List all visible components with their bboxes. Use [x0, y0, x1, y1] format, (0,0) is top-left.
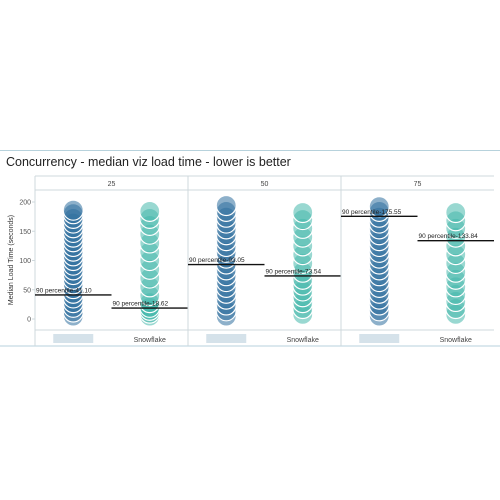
- data-point: [139, 200, 161, 222]
- panel-header: 50: [261, 181, 269, 188]
- data-point: [445, 201, 467, 224]
- category-label-placeholder: [359, 334, 400, 343]
- top-rule: [0, 150, 500, 151]
- percentile-label: 90 percentile-133.84: [419, 233, 479, 240]
- category-label-placeholder: [206, 334, 247, 343]
- percentile-label: 90 percentile-18.62: [113, 301, 169, 308]
- percentile-label: 90 percentile-93.05: [189, 257, 245, 264]
- category-label: Snowflake: [440, 337, 472, 344]
- panel-header: 25: [108, 181, 116, 188]
- y-tick-label: 50: [23, 287, 31, 294]
- category-label-placeholder: [53, 334, 94, 343]
- y-tick-label: 150: [19, 229, 31, 236]
- category-label: Snowflake: [134, 337, 166, 344]
- y-tick-label: 100: [19, 258, 31, 265]
- percentile-label: 90 percentile-41.10: [36, 287, 92, 294]
- y-tick-label: 200: [19, 200, 31, 207]
- y-tick-label: 0: [27, 317, 31, 324]
- data-point: [62, 199, 84, 221]
- panel-header: 75: [414, 181, 422, 188]
- percentile-label: 90 percentile-73.54: [266, 268, 322, 275]
- data-point: [215, 194, 237, 217]
- percentile-label: 90 percentile-175.55: [342, 209, 402, 216]
- category-label: Snowflake: [287, 337, 319, 344]
- chart-title: Concurrency - median viz load time - low…: [6, 155, 291, 169]
- data-point: [292, 201, 314, 224]
- y-axis-label: Median Load Time (seconds): [8, 215, 15, 305]
